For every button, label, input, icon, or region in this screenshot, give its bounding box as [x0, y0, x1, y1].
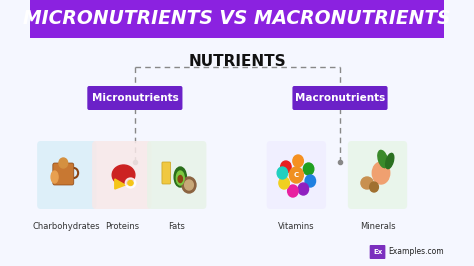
Circle shape [277, 167, 288, 179]
Text: Fats: Fats [168, 222, 185, 231]
Text: NUTRIENTS: NUTRIENTS [188, 55, 286, 69]
Circle shape [305, 175, 316, 187]
Text: Ex: Ex [373, 249, 382, 255]
Text: C: C [294, 172, 299, 178]
Circle shape [289, 187, 296, 195]
Ellipse shape [174, 167, 186, 187]
Circle shape [300, 185, 307, 193]
Ellipse shape [176, 171, 184, 185]
Ellipse shape [112, 165, 135, 185]
FancyBboxPatch shape [53, 163, 74, 185]
Text: Examples.com: Examples.com [388, 247, 444, 256]
Polygon shape [115, 179, 125, 189]
Ellipse shape [125, 178, 136, 188]
Circle shape [182, 177, 196, 193]
Circle shape [289, 167, 303, 183]
Ellipse shape [386, 153, 394, 169]
Circle shape [307, 177, 314, 185]
FancyBboxPatch shape [292, 86, 388, 110]
Circle shape [293, 155, 303, 167]
Circle shape [59, 158, 68, 168]
Text: MICRONUTRIENTS VS MACRONUTRIENTS: MICRONUTRIENTS VS MACRONUTRIENTS [23, 10, 451, 28]
Text: Vitamins: Vitamins [278, 222, 315, 231]
Circle shape [283, 163, 289, 171]
Circle shape [279, 169, 286, 177]
FancyBboxPatch shape [370, 245, 385, 259]
Circle shape [279, 177, 289, 189]
Circle shape [288, 185, 298, 197]
FancyBboxPatch shape [92, 141, 152, 209]
Text: Minerals: Minerals [360, 222, 395, 231]
Circle shape [185, 180, 193, 190]
Text: Micronutrients: Micronutrients [91, 93, 178, 103]
Ellipse shape [178, 176, 182, 182]
Ellipse shape [372, 162, 390, 184]
Ellipse shape [361, 177, 373, 189]
Circle shape [305, 165, 312, 173]
Ellipse shape [370, 182, 378, 192]
FancyBboxPatch shape [147, 141, 207, 209]
FancyBboxPatch shape [348, 141, 407, 209]
Text: Charbohydrates: Charbohydrates [33, 222, 100, 231]
FancyBboxPatch shape [37, 141, 97, 209]
Circle shape [298, 183, 309, 195]
FancyBboxPatch shape [162, 162, 171, 184]
Circle shape [295, 157, 301, 165]
Ellipse shape [378, 150, 388, 168]
Circle shape [281, 161, 291, 173]
Text: Macronutrients: Macronutrients [295, 93, 385, 103]
Circle shape [281, 179, 288, 187]
FancyBboxPatch shape [30, 0, 444, 38]
Ellipse shape [51, 171, 58, 183]
FancyBboxPatch shape [267, 141, 326, 209]
FancyBboxPatch shape [87, 86, 182, 110]
Ellipse shape [128, 181, 133, 185]
Text: Proteins: Proteins [105, 222, 139, 231]
Circle shape [303, 163, 314, 175]
